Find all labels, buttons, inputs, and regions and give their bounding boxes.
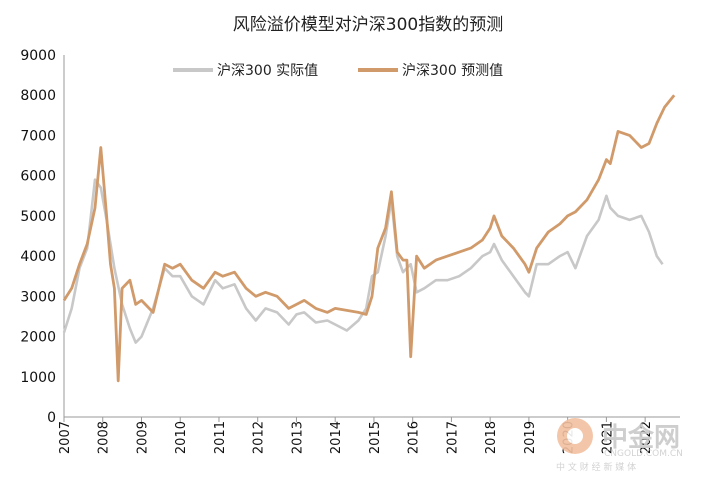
- x-tick-label: 2013: [290, 421, 305, 454]
- x-tick-label: 2022: [639, 421, 654, 454]
- y-tick-label: 9000: [20, 48, 56, 64]
- x-tick-label: 2011: [213, 421, 228, 454]
- x-tick-label: 2018: [484, 421, 499, 454]
- plot-area: [62, 94, 676, 383]
- series-line-actual: [62, 178, 664, 344]
- y-tick-label: 7000: [20, 128, 56, 144]
- y-tick-label: 6000: [20, 169, 56, 185]
- y-axis: 0 1000 2000 3000 4000 5000 6000 7000 8000 9000: [20, 48, 65, 426]
- chart-title: 风险溢价模型对沪深300指数的预测: [233, 15, 503, 35]
- y-tick-label: 5000: [20, 209, 56, 225]
- watermark-logo-icon-inner: [567, 428, 583, 444]
- legend-label-actual: 沪深300 实际值: [217, 63, 318, 79]
- x-tick-label: 2021: [600, 421, 615, 454]
- legend-label-predicted: 沪深300 预测值: [402, 63, 503, 79]
- x-tick-label: 2010: [174, 421, 189, 454]
- x-tick-label: 2014: [329, 421, 344, 454]
- watermark-site-text: CNGOLD.COM.CN: [604, 449, 683, 459]
- y-tick-label: 2000: [20, 330, 56, 346]
- x-tick-label: 2017: [445, 421, 460, 454]
- x-tick-label: 2015: [368, 421, 383, 454]
- y-tick-label: 8000: [20, 88, 56, 104]
- x-tick-label: 2009: [135, 421, 150, 454]
- y-tick-label: 1000: [20, 370, 56, 386]
- x-tick-label: 2012: [252, 421, 267, 454]
- watermark: 中金网 CNGOLD.COM.CN 中 文 财 经 新 媒 体: [556, 418, 683, 473]
- x-tick-label: 2007: [58, 421, 73, 454]
- x-tick-label: 2019: [523, 421, 538, 454]
- series-line-predicted: [62, 94, 676, 383]
- watermark-logo-text: 中金网: [602, 422, 680, 453]
- x-tick-label: 2008: [97, 421, 112, 454]
- y-tick-label: 4000: [20, 249, 56, 265]
- y-tick-label: 3000: [20, 289, 56, 305]
- legend: 沪深300 实际值 沪深300 预测值: [173, 63, 503, 79]
- watermark-slogan: 中 文 财 经 新 媒 体: [556, 461, 636, 473]
- x-tick-label: 2016: [407, 421, 422, 454]
- y-tick-label: 0: [47, 410, 56, 426]
